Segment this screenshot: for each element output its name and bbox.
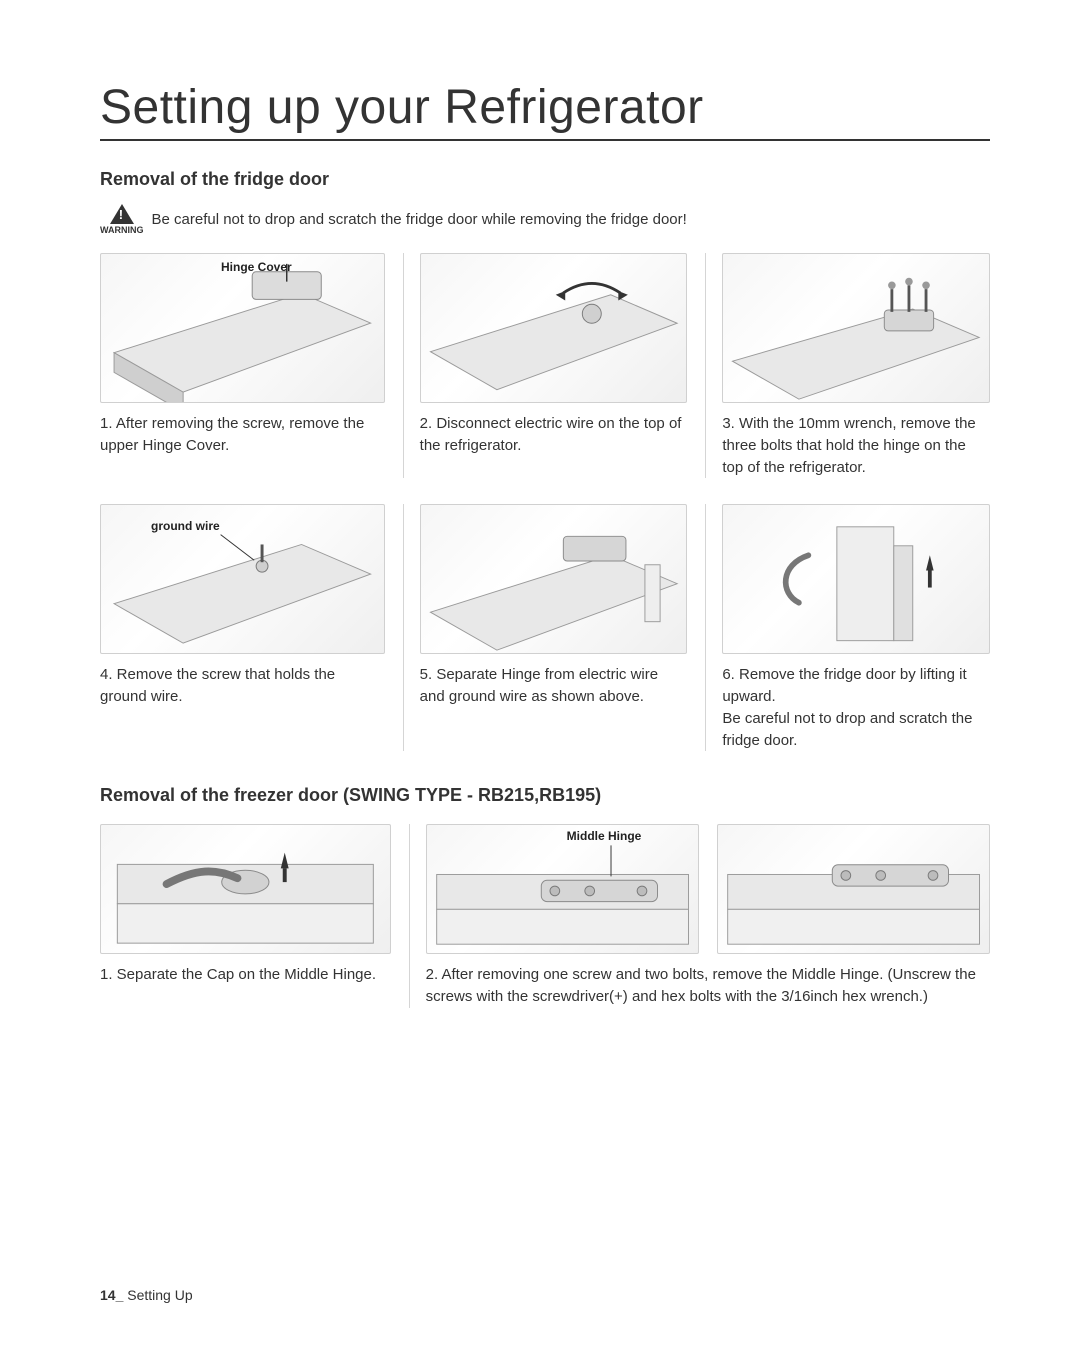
freezer-step-2-text: 2. After removing one screw and two bolt…: [426, 964, 990, 1008]
section-heading-fridge: Removal of the fridge door: [100, 169, 990, 190]
figure-step-6: [722, 504, 990, 654]
warning-icon: WARNING: [100, 204, 144, 235]
warning-label: WARNING: [100, 226, 144, 235]
figure-freezer-1: [100, 824, 391, 954]
page-footer: 14_ Setting Up: [100, 1287, 193, 1303]
figure-step-3: [722, 253, 990, 403]
step-3-text: 3. With the 10mm wrench, remove the thre…: [722, 413, 990, 478]
step-5-cell: 5. Separate Hinge from electric wire and…: [403, 504, 688, 751]
step-1-cell: Hinge Cover 1. After removing the screw,…: [100, 253, 385, 478]
figure-step-2: [420, 253, 688, 403]
section-heading-freezer: Removal of the freezer door (SWING TYPE …: [100, 785, 990, 806]
step-2-cell: 2. Disconnect electric wire on the top o…: [403, 253, 688, 478]
figure-label-middle-hinge: Middle Hinge: [567, 829, 642, 843]
fridge-steps-row2: ground wire 4. Remove the screw that hol…: [100, 504, 990, 751]
warning-text: Be careful not to drop and scratch the f…: [152, 211, 687, 228]
figure-step-5-svg: [421, 505, 687, 653]
figure-freezer-2b: [717, 824, 990, 954]
footer-section-name: Setting Up: [123, 1287, 192, 1303]
page-title: Setting up your Refrigerator: [100, 80, 990, 141]
section-freezer: Removal of the freezer door (SWING TYPE …: [100, 785, 990, 1008]
step-6-cell: 6. Remove the fridge door by lifting it …: [705, 504, 990, 751]
figure-step-3-svg: [723, 254, 989, 402]
figure-freezer-2a-svg: [427, 825, 698, 953]
step-2-text: 2. Disconnect electric wire on the top o…: [420, 413, 688, 457]
step-3-cell: 3. With the 10mm wrench, remove the thre…: [705, 253, 990, 478]
figure-freezer-2b-svg: [718, 825, 989, 953]
figure-step-1-svg: [101, 254, 384, 402]
figure-step-6-svg: [723, 505, 989, 653]
figure-freezer-1-svg: [101, 825, 390, 953]
figure-step-1: Hinge Cover: [100, 253, 385, 403]
warning-row: WARNING Be careful not to drop and scrat…: [100, 204, 990, 235]
step-5-text: 5. Separate Hinge from electric wire and…: [420, 664, 688, 708]
figure-step-5: [420, 504, 688, 654]
step-4-text: 4. Remove the screw that holds the groun…: [100, 664, 385, 708]
freezer-step-1-text: 1. Separate the Cap on the Middle Hinge.: [100, 964, 391, 986]
freezer-step-1-cell: 1. Separate the Cap on the Middle Hinge.: [100, 824, 391, 1008]
freezer-step-2-cell: Middle Hinge 2. After removing one screw…: [409, 824, 990, 1008]
freezer-step-2-figs: Middle Hinge: [426, 824, 990, 964]
figure-label-hinge-cover: Hinge Cover: [221, 260, 292, 274]
page-number: 14_: [100, 1287, 123, 1303]
freezer-steps-grid: 1. Separate the Cap on the Middle Hinge.…: [100, 824, 990, 1008]
step-1-text: 1. After removing the screw, remove the …: [100, 413, 385, 457]
figure-step-2-svg: [421, 254, 687, 402]
warning-triangle-icon: [110, 204, 134, 224]
figure-step-4: ground wire: [100, 504, 385, 654]
figure-label-ground-wire: ground wire: [151, 519, 220, 533]
step-4-cell: ground wire 4. Remove the screw that hol…: [100, 504, 385, 751]
figure-step-4-svg: [101, 505, 384, 653]
fridge-steps-row1: Hinge Cover 1. After removing the screw,…: [100, 253, 990, 478]
step-6-text: 6. Remove the fridge door by lifting it …: [722, 664, 990, 751]
figure-freezer-2a: Middle Hinge: [426, 824, 699, 954]
